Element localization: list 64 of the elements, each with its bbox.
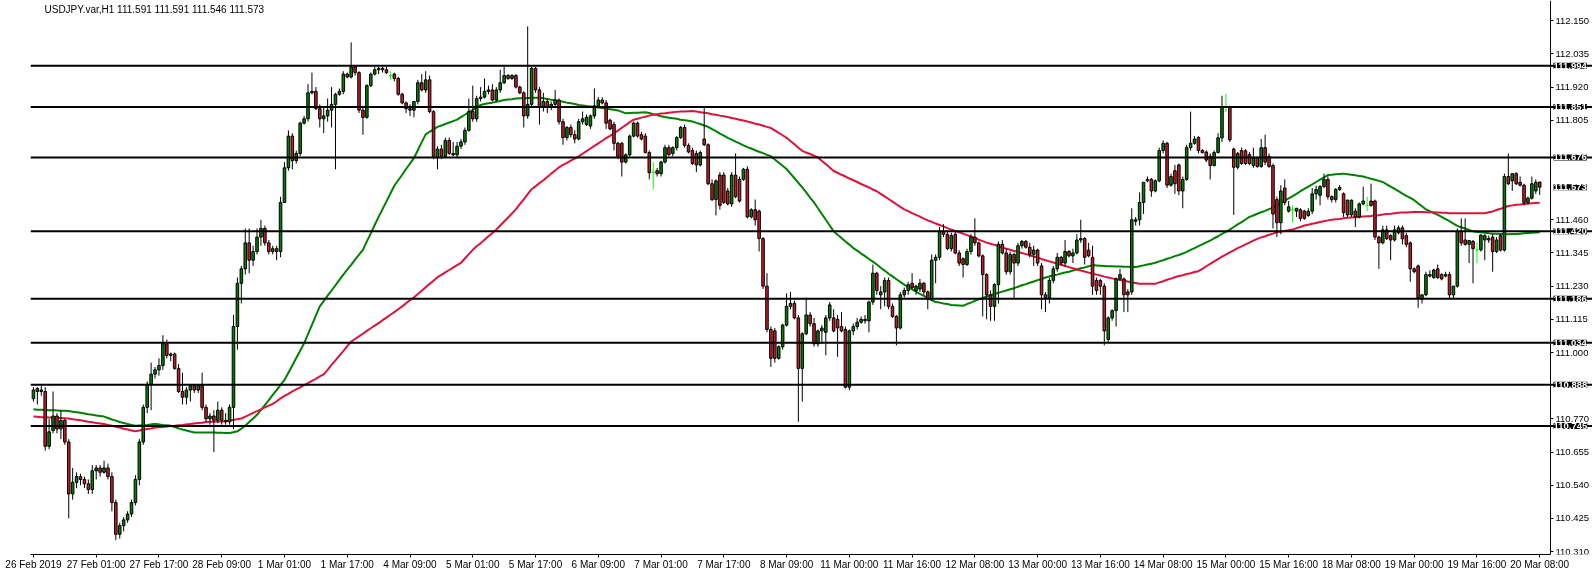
x-tick-label: 7 Mar 01:00 [634, 558, 689, 570]
x-tick-label: 5 Mar 17:00 [508, 558, 563, 570]
x-tick-label: 20 Mar 08:00 [1510, 558, 1570, 570]
x-tick-label: 8 Mar 09:00 [759, 558, 814, 570]
y-tick-label: 111.805 [1555, 114, 1589, 126]
x-tick-label: 13 Mar 00:00 [1008, 558, 1068, 570]
y-tick-label: 111.345 [1555, 246, 1589, 258]
candlestick [1326, 176, 1330, 201]
x-tick-label: 13 Mar 16:00 [1070, 558, 1131, 570]
x-tick-label: 19 Mar 16:00 [1447, 558, 1507, 570]
y-tick-label: 111.115 [1555, 313, 1588, 325]
x-tick-label: 28 Feb 09:00 [192, 558, 252, 570]
chart-title: USDJPY.var,H1 111.591 111.591 111.546 111.573 [44, 3, 265, 15]
candlestick [1063, 239, 1067, 267]
candlestick [859, 315, 863, 325]
candlestick [1031, 245, 1036, 267]
x-tick-label: 11 Mar 00:00 [820, 558, 879, 570]
candlestick [1004, 248, 1009, 276]
x-tick-label: 1 Mar 17:00 [320, 558, 375, 570]
y-tick-label: 111.920 [1555, 81, 1589, 93]
y-tick-label: 110.310 [1555, 545, 1590, 557]
x-tick-label: 26 Feb 2019 [5, 558, 62, 570]
y-tick-label: 111.000 [1555, 346, 1589, 358]
ref-line-label: 111.186 [1553, 292, 1587, 304]
candlestick [1173, 164, 1177, 195]
y-tick-label: 110.655 [1555, 446, 1590, 458]
x-tick-label: 19 Mar 00:00 [1384, 558, 1445, 570]
candlestick [918, 278, 922, 293]
y-tick-label: 111.230 [1555, 280, 1589, 292]
candlestick [98, 464, 102, 478]
candlestick [714, 178, 718, 216]
x-tick-label: 4 Mar 09:00 [383, 558, 438, 570]
candlestick [1424, 271, 1428, 297]
x-tick-label: 5 Mar 01:00 [446, 558, 500, 570]
x-tick-label: 7 Mar 17:00 [697, 558, 751, 570]
x-tick-label: 27 Feb 01:00 [66, 558, 127, 570]
x-tick-label: 6 Mar 09:00 [571, 558, 626, 570]
candlestick [1388, 233, 1393, 261]
x-tick-label: 15 Mar 16:00 [1259, 558, 1319, 570]
y-tick-label: 111.460 [1555, 213, 1589, 225]
text: 111.573 [1553, 181, 1587, 193]
x-tick-label: 12 Mar 08:00 [945, 558, 1005, 570]
y-tick-label: 112.035 [1555, 47, 1590, 59]
ref-line-label: 111.034 [1553, 336, 1588, 348]
x-tick-label: 15 Mar 00:00 [1196, 558, 1256, 570]
x-tick-label: 18 Mar 08:00 [1321, 558, 1382, 570]
x-tick-label: 14 Mar 08:00 [1133, 558, 1194, 570]
candlestick [1471, 239, 1475, 284]
y-tick-label: 112.150 [1555, 14, 1590, 26]
x-tick-label: 11 Mar 16:00 [883, 558, 942, 570]
ref-line-label: 111.851 [1553, 100, 1588, 112]
candlestick [1483, 233, 1487, 261]
ref-line-label: 111.994 [1553, 59, 1588, 71]
candlestick [1310, 187, 1314, 215]
candlestick [1530, 176, 1534, 201]
candlestick [1082, 236, 1087, 266]
ref-line-label: 111.420 [1553, 225, 1587, 237]
x-tick-label: 1 Mar 01:00 [257, 558, 312, 570]
ref-line-label: 111.676 [1553, 151, 1587, 163]
y-tick-label: 110.425 [1555, 512, 1590, 524]
y-tick-label: 110.540 [1555, 479, 1590, 491]
x-tick-label: 27 Feb 17:00 [129, 558, 189, 570]
ref-line-label: 110.888 [1553, 378, 1588, 390]
candlestick [102, 460, 106, 475]
